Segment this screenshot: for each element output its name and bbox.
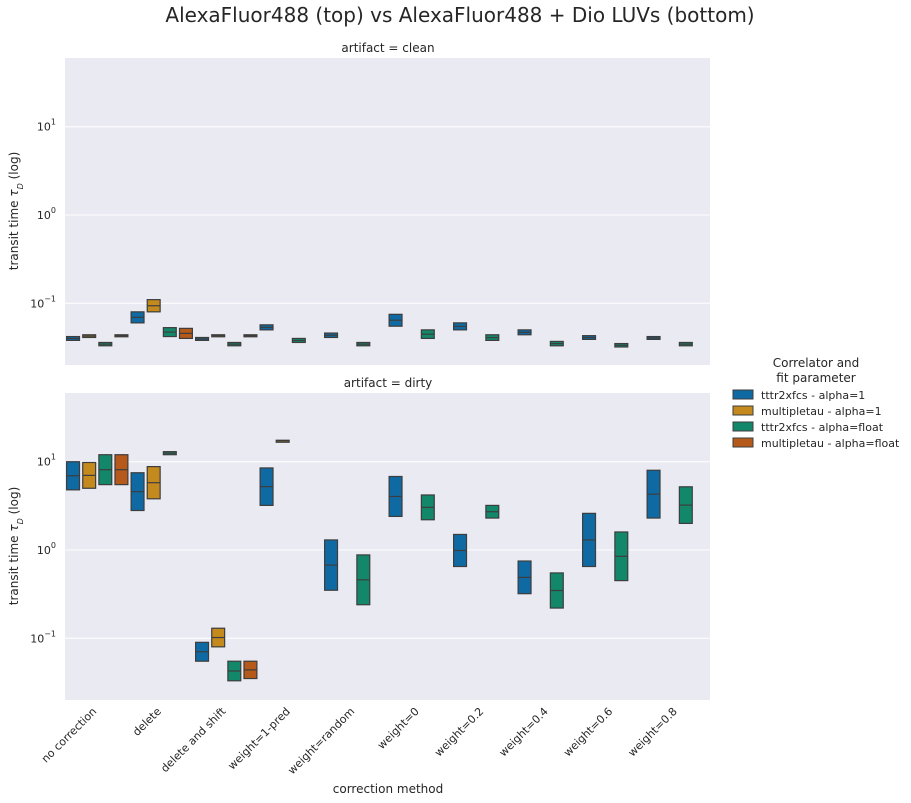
x-tick-label: weight=1-pred (225, 705, 292, 772)
boxes-dirty (66, 439, 693, 682)
legend-item-label: tttr2xfcs - alpha=float (761, 421, 884, 434)
y-tick-label: 101 (37, 453, 56, 469)
boxes-clean (66, 299, 693, 348)
figure-title: AlexaFluor488 (top) vs AlexaFluor488 + D… (165, 3, 754, 27)
grid-lines-clean (65, 126, 710, 304)
grid-lines-dirty (65, 461, 710, 639)
plot-area-dirty (65, 393, 710, 700)
x-tick-label: weight=0.4 (497, 705, 551, 759)
y-tick-label: 10−1 (30, 629, 56, 645)
y-tick-label: 10−1 (30, 294, 56, 310)
legend-items: tttr2xfcs - alpha=1 multipletau - alpha=1… (732, 389, 900, 450)
panel-clean: 10−1 100 101 artifact = clean transit time… (7, 41, 710, 365)
y-tick-label: 101 (37, 118, 56, 134)
panel-title-clean: artifact = clean (341, 41, 434, 55)
y-ticks-clean: 10−1 100 101 (30, 118, 56, 311)
x-tick-label: delete and shift (158, 704, 229, 775)
x-axis-label: correction method (333, 782, 443, 796)
legend-title-line-1: Correlator and (773, 356, 860, 370)
legend-swatch (732, 421, 754, 432)
x-tick-label: weight=0.2 (432, 705, 486, 759)
y-axis-label-dirty: transit time τD (log) (7, 487, 25, 606)
plot-area-clean (65, 58, 710, 365)
legend-swatch (732, 437, 754, 448)
x-tick-label: delete (130, 705, 164, 739)
legend-swatch (732, 405, 754, 416)
legend-swatch (732, 389, 754, 400)
panel-dirty: 10−1 100 101 artifact = dirty transit time… (7, 376, 710, 700)
legend-title-line-2: fit parameter (776, 371, 855, 385)
x-tick-label: weight=0.8 (626, 705, 680, 759)
x-tick-label: weight=0.6 (561, 705, 615, 759)
y-tick-label: 100 (37, 206, 56, 222)
legend: Correlator and fit parameter tttr2xfcs -… (732, 356, 900, 450)
y-ticks-dirty: 10−1 100 101 (30, 453, 56, 646)
y-axis-label-clean: transit time τD (log) (7, 152, 25, 271)
panel-title-dirty: artifact = dirty (344, 376, 433, 390)
legend-item-label: multipletau - alpha=1 (761, 405, 882, 418)
legend-item-label: multipletau - alpha=float (761, 437, 900, 450)
x-tick-label: weight=random (285, 705, 357, 777)
y-tick-label: 100 (37, 541, 56, 557)
x-tick-label: weight=0 (375, 705, 422, 752)
x-tick-label: no correction (39, 705, 99, 765)
legend-item-label: tttr2xfcs - alpha=1 (761, 389, 865, 402)
